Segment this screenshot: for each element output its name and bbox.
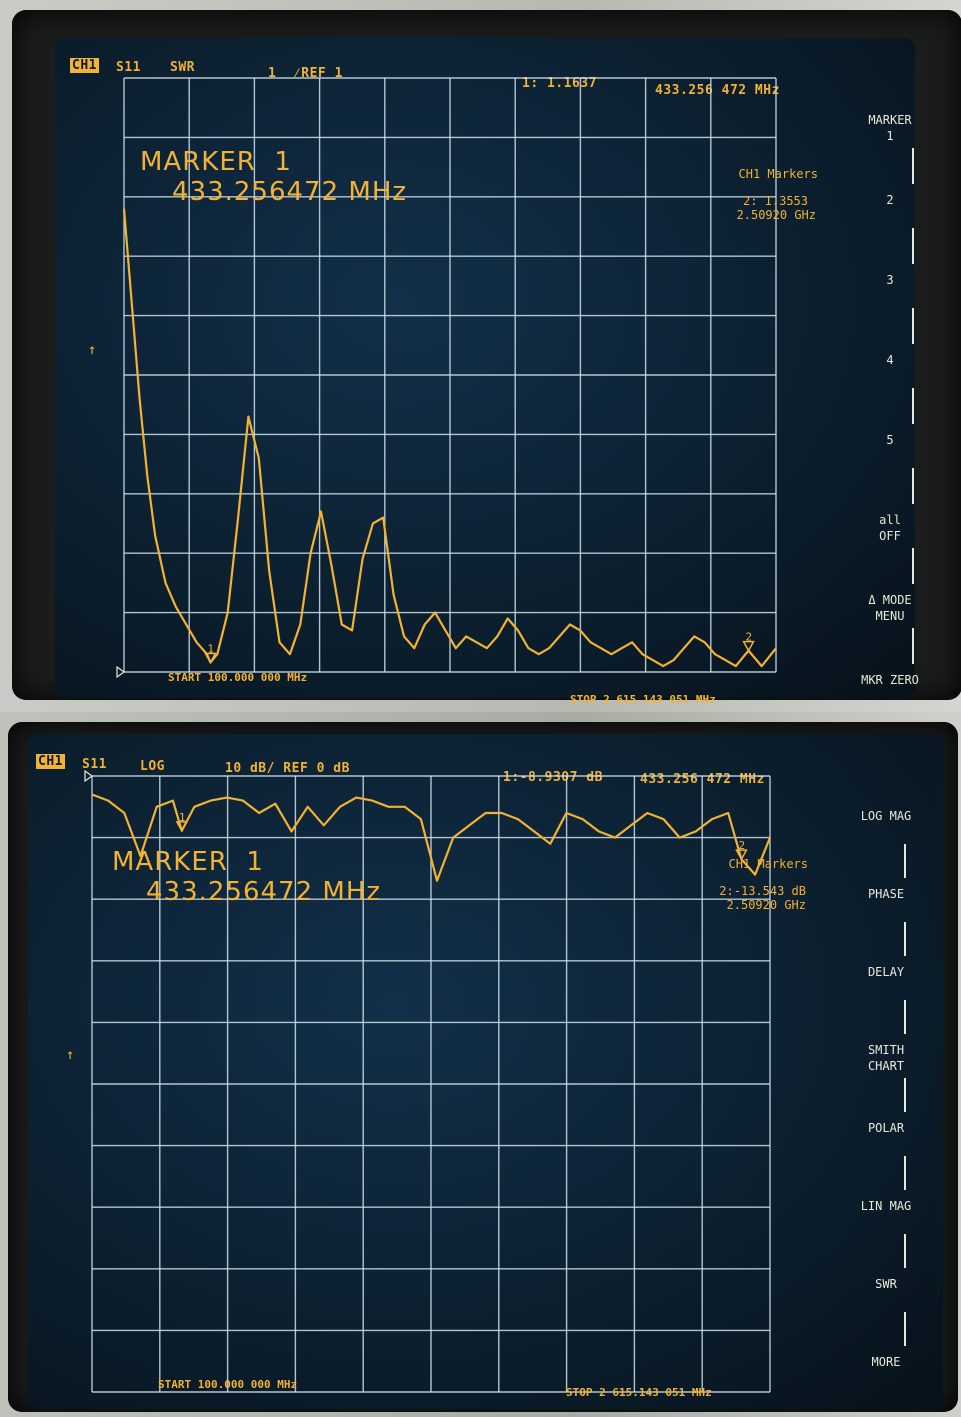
softkey-swr[interactable]: SWR: [875, 1277, 897, 1291]
marker-2-label: 2: [746, 631, 753, 644]
softkey-mkr-zero[interactable]: MKR ZERO: [861, 673, 919, 687]
analyzer-screen: [28, 734, 943, 1409]
scale-label: 1 ⁄REF 1: [268, 66, 343, 81]
softkey-divider: [904, 1000, 906, 1034]
stop-frequency: STOP 2 615.143 051 MHz: [566, 1386, 712, 1399]
markers-list-header: CH1 Markers: [738, 167, 818, 181]
logmag-plot: 12: [84, 769, 772, 1393]
channel-badge: CH1: [70, 58, 99, 73]
channel-badge: CH1: [36, 754, 65, 769]
marker-frequency: 433.256 472 MHz: [655, 83, 780, 98]
top-screen-photo: CH1 S11 SWR 1 ⁄REF 1 1: 1.1637 433.256 4…: [0, 0, 961, 712]
marker-2-symbol: [735, 849, 748, 861]
softkey-divider: [912, 388, 914, 424]
marker-1-label: 1: [179, 811, 186, 824]
marker2-value: 2:-13.543 dB: [719, 884, 806, 898]
softkey-lin-mag[interactable]: LIN MAG: [860, 1199, 912, 1213]
markers-list-header: CH1 Markers: [728, 857, 808, 871]
softkey-divider: [912, 148, 914, 184]
softkey-divider: [904, 1234, 906, 1268]
marker2-frequency: 2.50920 GHz: [726, 898, 806, 912]
bottom-screen-photo: CH1 S11 LOG 10 dB/ REF 0 dB 1:-8.9307 dB…: [0, 712, 961, 1417]
softkey-marker-1[interactable]: MARKER 1: [868, 113, 912, 143]
softkey-divider: [912, 228, 914, 264]
reference-position-icon: [84, 769, 94, 783]
marker-title: MARKER 1: [140, 147, 292, 177]
marker-1-symbol: [204, 652, 217, 665]
trace-line: [122, 208, 777, 668]
swr-plot: 12: [116, 77, 777, 679]
softkey-5[interactable]: 5: [886, 433, 894, 447]
scale-label: 10 dB/ REF 0 dB: [225, 761, 350, 776]
marker-1-symbol: [175, 821, 189, 833]
softkey-all-off[interactable]: all OFF: [879, 513, 901, 543]
softkey-divider: [904, 922, 906, 956]
start-frequency: START 100.000 000 MHz: [158, 1378, 298, 1391]
softkey-polar[interactable]: POLAR: [867, 1121, 905, 1135]
softkey-delay[interactable]: DELAY: [867, 965, 905, 979]
softkey-3[interactable]: 3: [886, 273, 894, 287]
reference-position-icon: [116, 665, 126, 679]
stop-frequency: STOP 2 615.143 051 MHz: [570, 693, 716, 706]
softkey-phase[interactable]: PHASE: [867, 887, 905, 901]
softkey-divider: [904, 1312, 906, 1346]
softkey-divider: [912, 468, 914, 504]
start-frequency: START 100.000 000 MHz: [168, 671, 308, 684]
marker-title-frequency: 433.256472 MHz: [146, 877, 382, 907]
softkey-divider: [904, 1156, 906, 1190]
reference-arrow-icon: ↑: [88, 342, 97, 358]
softkey-2[interactable]: 2: [886, 193, 894, 207]
marker2-value: 2: 1.3553: [742, 194, 808, 208]
reference-arrow-icon: ↑: [66, 1047, 75, 1063]
trace-line: [91, 793, 772, 882]
marker2-frequency: 2.50920 GHz: [736, 208, 816, 222]
softkey-4[interactable]: 4: [886, 353, 894, 367]
marker-1-label: 1: [207, 642, 214, 655]
marker-title-frequency: 433.256472 MHz: [172, 177, 408, 207]
format-label: LOG: [140, 759, 165, 774]
format-label: SWR: [170, 60, 195, 75]
marker-2-label: 2: [738, 839, 745, 852]
parameter-label: S11: [82, 757, 107, 772]
softkey-divider: [904, 844, 906, 878]
marker-readout: 1: 1.1637: [522, 76, 597, 91]
softkey-divider: [912, 628, 914, 664]
analyzer-screen: [55, 38, 915, 698]
channel-header: CH1: [36, 754, 65, 769]
marker-2-symbol: [742, 640, 755, 653]
channel-header: CH1: [70, 58, 99, 73]
softkey-smith-chart[interactable]: SMITH CHART: [867, 1043, 905, 1073]
marker-title: MARKER 1: [112, 847, 264, 877]
parameter-label: S11: [116, 60, 141, 75]
softkey-divider: [912, 308, 914, 344]
softkey-log-mag[interactable]: LOG MAG: [860, 809, 912, 823]
softkey-divider: [912, 548, 914, 584]
softkey-divider: [904, 1078, 906, 1112]
marker-readout: 1:-8.9307 dB: [503, 770, 603, 785]
softkey-more[interactable]: MORE: [871, 1355, 901, 1369]
softkey-mode-menu[interactable]: Δ MODE MENU: [868, 593, 912, 623]
